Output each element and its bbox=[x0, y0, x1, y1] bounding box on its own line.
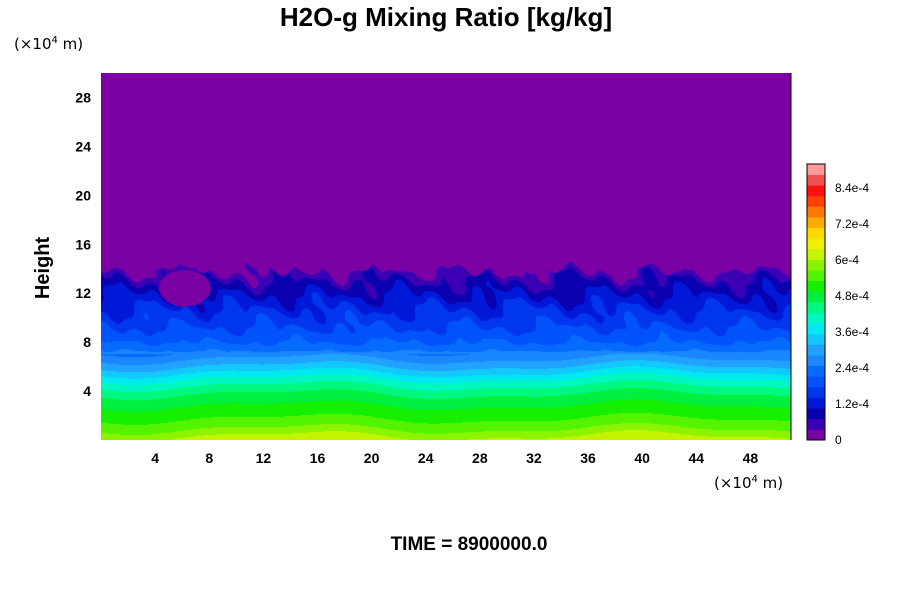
colorbar-swatch bbox=[807, 195, 825, 207]
colorbar-tick-label: 4.8e-4 bbox=[835, 289, 869, 303]
colorbar-swatch bbox=[807, 174, 825, 186]
colorbar-swatch bbox=[807, 429, 825, 441]
colorbar-swatch bbox=[807, 238, 825, 250]
x-unit-exponent: 4 bbox=[752, 474, 758, 485]
x-tick-label: 44 bbox=[689, 450, 705, 466]
x-tick-label: 32 bbox=[526, 450, 542, 466]
y-tick-label: 28 bbox=[75, 89, 91, 105]
colorbar-swatch bbox=[807, 206, 825, 218]
colorbar-tick-label: 2.4e-4 bbox=[835, 361, 869, 375]
y-tick-label: 16 bbox=[75, 236, 91, 252]
colorbar-swatch bbox=[807, 408, 825, 420]
x-tick-label: 36 bbox=[580, 450, 596, 466]
colorbar-tick-label: 7.2e-4 bbox=[835, 217, 869, 231]
field-raster bbox=[101, 73, 791, 440]
colorbar-swatch bbox=[807, 312, 825, 324]
y-tick-label: 4 bbox=[83, 383, 91, 399]
colorbar-swatch bbox=[807, 365, 825, 377]
colorbar-swatch bbox=[807, 376, 825, 388]
colorbar-swatch bbox=[807, 302, 825, 313]
colorbar-swatch bbox=[807, 185, 825, 197]
colorbar-tick-label: 0 bbox=[835, 433, 842, 447]
x-tick-label: 28 bbox=[472, 450, 488, 466]
x-tick-label: 48 bbox=[743, 450, 759, 466]
colorbar-swatch bbox=[807, 227, 825, 239]
colorbar-swatch bbox=[807, 259, 825, 271]
colorbar-swatch bbox=[807, 333, 825, 345]
y-unit-tail: m) bbox=[58, 35, 83, 53]
y-axis-label: Height bbox=[32, 237, 54, 300]
chart-title: H2O-g Mixing Ratio [kg/kg] bbox=[280, 2, 612, 32]
y-unit-base: (×10 bbox=[14, 35, 52, 53]
x-unit-tail: m) bbox=[758, 474, 783, 492]
x-tick-label: 40 bbox=[634, 450, 650, 466]
colorbar-tick-label: 3.6e-4 bbox=[835, 325, 869, 339]
x-axis-unit-label: (×104 m) bbox=[714, 474, 783, 492]
x-tick-label: 24 bbox=[418, 450, 434, 466]
x-tick-label: 4 bbox=[151, 450, 159, 466]
colorbar-tick-label: 1.2e-4 bbox=[835, 397, 869, 411]
y-tick-label: 8 bbox=[83, 334, 91, 350]
x-tick-label: 8 bbox=[205, 450, 213, 466]
time-label: TIME = 8900000.0 bbox=[391, 534, 548, 555]
colorbar-swatch bbox=[807, 344, 825, 356]
colorbar-swatch bbox=[807, 291, 825, 303]
plot-area bbox=[101, 73, 792, 440]
colorbar-swatch bbox=[807, 386, 825, 398]
x-tick-label: 20 bbox=[364, 450, 380, 466]
colorbar-swatch bbox=[807, 323, 825, 335]
colorbar-swatch bbox=[807, 418, 825, 430]
y-tick-label: 24 bbox=[75, 138, 91, 154]
y-tick-label: 12 bbox=[75, 285, 91, 301]
x-axis-ticks: 4 8 12 16 20 24 28 32 36 40 44 48 bbox=[151, 450, 758, 466]
y-axis-ticks: 4 8 12 16 20 24 28 bbox=[75, 89, 91, 399]
x-unit-base: (×10 bbox=[714, 474, 752, 492]
colorbar-tick-label: 8.4e-4 bbox=[835, 181, 869, 195]
colorbar-swatch bbox=[807, 355, 825, 366]
colorbar-frame bbox=[806, 163, 826, 441]
x-tick-label: 12 bbox=[256, 450, 272, 466]
y-unit-exponent: 4 bbox=[52, 35, 58, 46]
colorbar-swatch bbox=[807, 397, 825, 409]
y-axis-unit-label: (×104 m) bbox=[14, 35, 83, 53]
colorbar-tick-label: 6e-4 bbox=[835, 253, 859, 267]
colorbar-swatch bbox=[807, 248, 825, 260]
x-tick-label: 16 bbox=[310, 450, 326, 466]
colorbar-swatch bbox=[807, 280, 825, 292]
colorbar-swatch bbox=[807, 270, 825, 282]
y-tick-label: 20 bbox=[75, 187, 91, 203]
colorbar-swatch bbox=[807, 217, 825, 228]
colorbar-swatch bbox=[807, 164, 825, 175]
colorbar: 0 1.2e-4 2.4e-4 3.6e-4 4.8e-4 6e-4 7.2e-4 8.4e-… bbox=[806, 163, 869, 447]
